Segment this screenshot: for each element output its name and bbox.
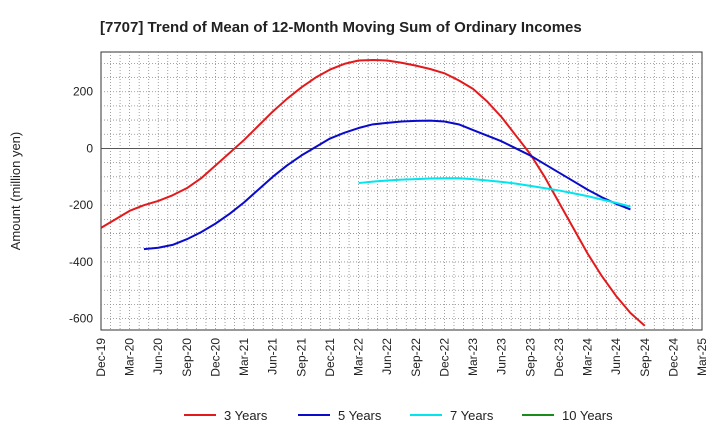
x-tick-label: Dec-22: [437, 338, 451, 377]
legend-label: 5 Years: [338, 408, 382, 423]
chart-title: [7707] Trend of Mean of 12-Month Moving …: [100, 19, 582, 36]
series-line-7-years: [358, 177, 631, 208]
x-tick-label: Jun-23: [495, 338, 509, 375]
x-tick-label: Mar-24: [581, 338, 595, 376]
x-tick-label: Jun-20: [151, 338, 165, 375]
x-tick-label: Mar-23: [466, 338, 480, 376]
legend: 3 Years 5 Years 7 Years 10 Years: [184, 408, 613, 423]
legend-label: 3 Years: [224, 408, 268, 423]
x-tick-label: Mar-21: [237, 338, 251, 376]
x-tick-label: Jun-22: [380, 338, 394, 375]
x-tick-label: Mar-20: [123, 338, 137, 376]
legend-label: 10 Years: [562, 408, 613, 423]
y-tick-label: 200: [73, 85, 93, 99]
x-tick-label: Sep-20: [180, 338, 194, 377]
x-tick-label: Mar-22: [352, 338, 366, 376]
series-layer: [100, 58, 646, 327]
y-axis-label: Amount (million yen): [8, 132, 23, 251]
y-tick-label: 0: [86, 141, 93, 155]
grid: [101, 52, 702, 330]
x-tick-label: Sep-21: [294, 338, 308, 377]
y-axis-ticks: 200 0 -200 -400 -600: [69, 85, 93, 326]
series-line-5-years: [143, 119, 631, 251]
series-line-3-years: [100, 58, 646, 327]
x-tick-label: Mar-25: [695, 338, 709, 376]
y-tick-label: -600: [69, 312, 93, 326]
x-tick-label: Dec-24: [666, 338, 680, 377]
x-tick-label: Jun-21: [266, 338, 280, 375]
x-tick-label: Dec-19: [94, 338, 108, 377]
x-tick-label: Sep-24: [638, 338, 652, 377]
y-tick-label: -400: [69, 255, 93, 269]
x-tick-label: Dec-20: [208, 338, 222, 377]
y-tick-label: -200: [69, 198, 93, 212]
x-tick-label: Jun-24: [609, 338, 623, 375]
x-tick-label: Sep-23: [523, 338, 537, 377]
x-tick-label: Sep-22: [409, 338, 423, 377]
x-tick-label: Dec-23: [552, 338, 566, 377]
x-tick-label: Dec-21: [323, 338, 337, 377]
x-axis-ticks: Dec-19 Mar-20 Jun-20 Sep-20 Dec-20 Mar-21 Jun-…: [94, 338, 709, 377]
legend-label: 7 Years: [450, 408, 494, 423]
